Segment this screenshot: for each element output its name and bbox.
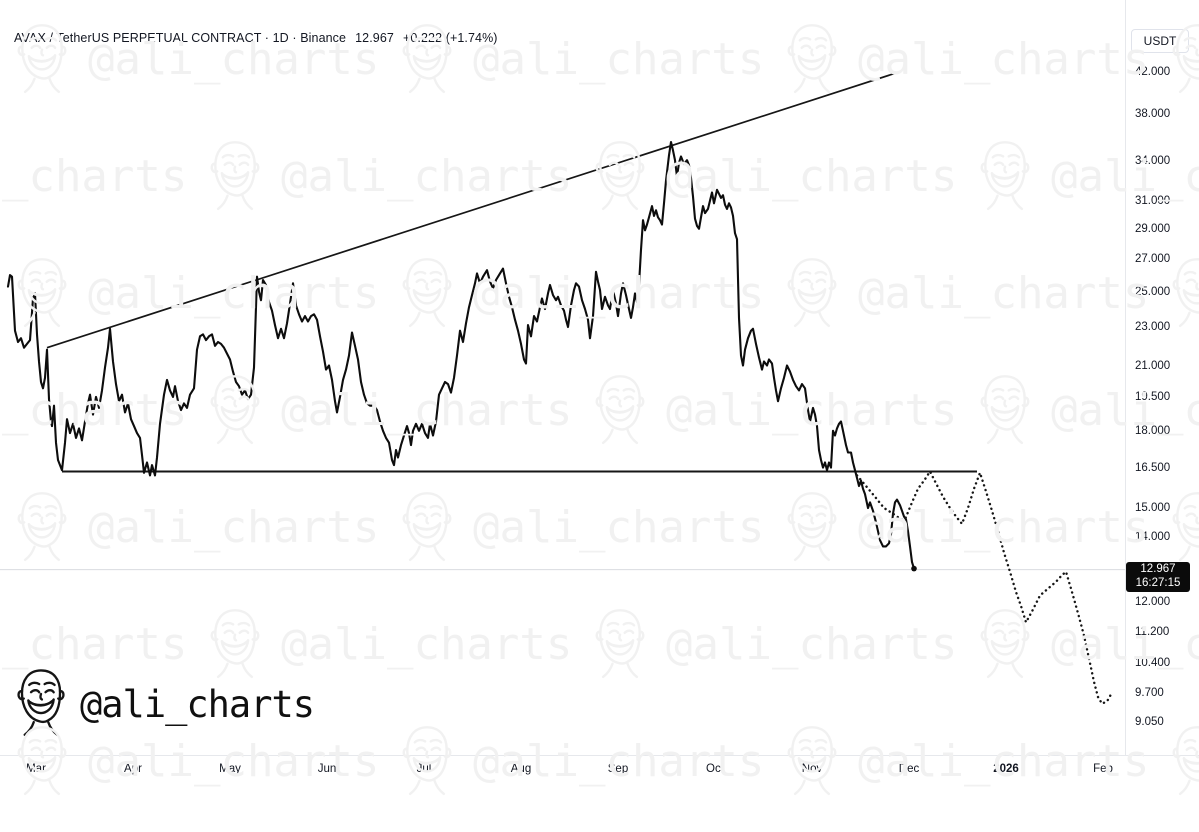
price-line[interactable] bbox=[6, 140, 916, 570]
price-axis-label: 11.200 bbox=[1135, 626, 1170, 638]
current-price-badge: 12.967 16:27:15 bbox=[1126, 562, 1190, 592]
price-axis-label: 42.000 bbox=[1135, 66, 1171, 78]
legend-change: +0.222 (+1.74%) bbox=[402, 31, 498, 45]
price-axis-label: 29.000 bbox=[1135, 223, 1171, 235]
price-axis-label: 31.000 bbox=[1135, 195, 1171, 207]
time-axis-label: Sep bbox=[607, 763, 629, 775]
time-axis-label: Aug bbox=[510, 763, 532, 775]
time-axis-label: Jul bbox=[416, 763, 432, 775]
ali-charts-logo: @ali_charts bbox=[12, 666, 315, 742]
price-axis-label: 16.500 bbox=[1135, 462, 1171, 474]
price-axis-label: 9.700 bbox=[1135, 687, 1164, 699]
time-axis-label: Jun bbox=[317, 763, 337, 775]
badge-price: 12.967 bbox=[1140, 563, 1176, 575]
time-axis-label: Oct bbox=[706, 763, 724, 775]
face-logo-icon bbox=[17, 669, 65, 736]
price-axis-label: 19.500 bbox=[1135, 391, 1171, 403]
logo-handle-text: @ali_charts bbox=[80, 682, 315, 726]
price-axis[interactable]: 42.000 38.000 34.000 31.000 29.000 27.000 25.0… bbox=[1125, 0, 1199, 755]
price-axis-label: 14.000 bbox=[1135, 531, 1171, 543]
time-axis-label: May bbox=[219, 763, 241, 775]
badge-countdown: 16:27:15 bbox=[1135, 576, 1181, 589]
price-axis-label: 38.000 bbox=[1135, 108, 1171, 120]
time-axis-label: Mar bbox=[26, 763, 46, 775]
price-axis-label: 12.000 bbox=[1135, 596, 1171, 608]
last-price-dot bbox=[911, 565, 917, 572]
legend-last-price: 12.967 bbox=[355, 31, 394, 45]
time-axis-label: Nov bbox=[801, 763, 823, 775]
symbol-title[interactable]: AVAX / TetherUS PERPETUAL CONTRACT · 1D … bbox=[14, 31, 347, 45]
chart-legend: AVAX / TetherUS PERPETUAL CONTRACT · 1D … bbox=[14, 31, 498, 45]
trendline-drawing[interactable] bbox=[46, 72, 897, 349]
time-axis-label: Dec bbox=[898, 763, 920, 775]
chart-canvas[interactable] bbox=[0, 0, 1125, 755]
price-axis-label: 27.000 bbox=[1135, 253, 1171, 265]
projection-dotted-line[interactable] bbox=[855, 469, 1114, 706]
price-axis-label: 10.400 bbox=[1135, 657, 1171, 669]
time-axis-label: 2026 bbox=[993, 763, 1019, 775]
price-axis-label: 18.000 bbox=[1135, 425, 1171, 437]
currency-toggle-usdt[interactable]: USDT bbox=[1131, 29, 1189, 53]
time-axis-label: Feb bbox=[1093, 763, 1113, 775]
time-axis-label: Apr bbox=[124, 763, 142, 775]
price-axis-label: 23.000 bbox=[1135, 321, 1171, 333]
price-axis-label: 9.050 bbox=[1135, 716, 1164, 728]
price-axis-label: 34.000 bbox=[1135, 155, 1171, 167]
price-axis-label: 15.000 bbox=[1135, 502, 1171, 514]
price-axis-label: 21.000 bbox=[1135, 360, 1171, 372]
price-axis-label: 25.000 bbox=[1135, 286, 1171, 298]
time-axis[interactable]: Mar Apr May Jun Jul Aug Sep Oct Nov Dec 2026 Feb bbox=[0, 755, 1199, 785]
